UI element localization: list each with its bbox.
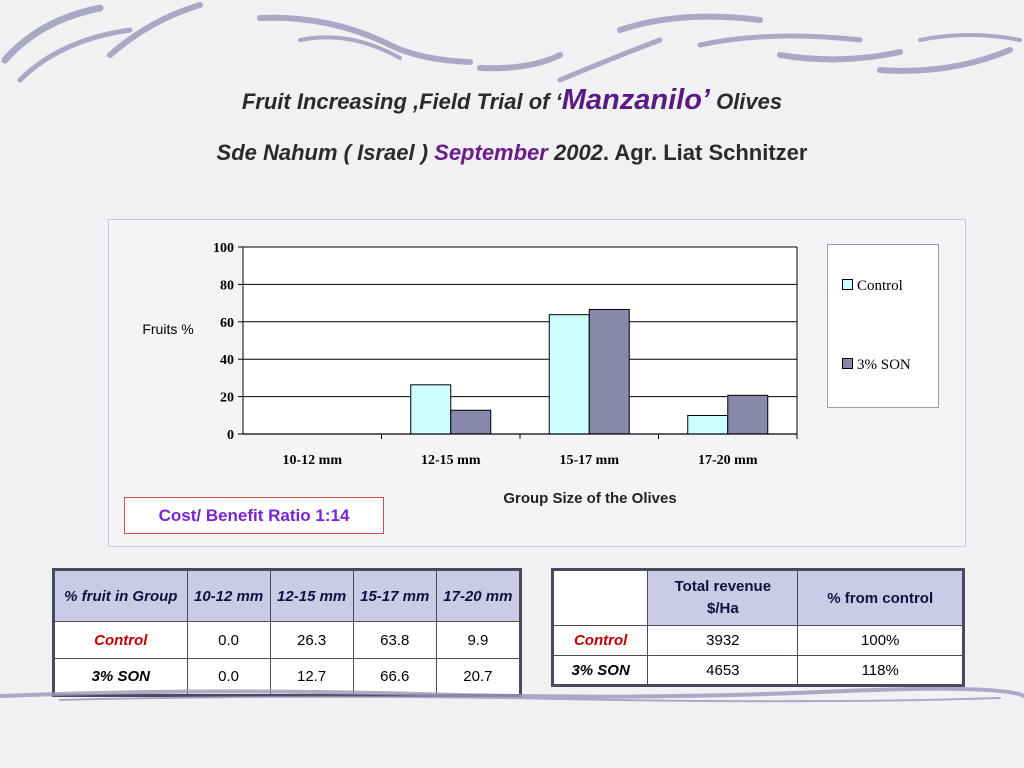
title-author: . Agr. Liat Schnitzer — [602, 140, 808, 165]
title-line-1: Fruit Increasing ,Field Trial of ‘Manzan… — [0, 84, 1024, 117]
legend-label-control: Control — [857, 278, 903, 294]
bar-control-3 — [687, 414, 729, 435]
table-header-cell: 15-17 mm — [352, 569, 437, 622]
table-header-cell: Total revenue $/Ha — [647, 569, 799, 626]
x-tick-label: 17-20 mm — [698, 453, 758, 468]
fruit-percentage-table: % fruit in Group 10-12 mm 12-15 mm 15-17… — [52, 568, 522, 697]
table-header-cell: 10-12 mm — [186, 569, 271, 622]
bar-control-1 — [410, 384, 452, 435]
y-tick-label: 20 — [220, 391, 234, 406]
table-cell: 66.6 — [352, 658, 437, 696]
table-header-cell: % from control — [797, 569, 964, 626]
x-axis-label: Group Size of the Olives — [503, 490, 676, 507]
legend-item-son: 3% SON — [842, 357, 911, 374]
x-tick-label: 15-17 mm — [560, 453, 620, 468]
title-suffix: Olives — [709, 89, 783, 114]
table-corner-cell — [551, 569, 649, 626]
x-tick-label: 10-12 mm — [283, 453, 343, 468]
y-tick-label: 40 — [220, 353, 234, 368]
table-cell: 20.7 — [435, 658, 522, 696]
plot-area — [243, 247, 797, 434]
table-header-cell: 17-20 mm — [435, 569, 522, 622]
legend-swatch-control — [842, 279, 853, 290]
row-label-control: Control — [53, 621, 188, 659]
row-label-son: 3% SON — [551, 655, 649, 686]
table-cell: 0.0 — [186, 621, 271, 659]
bar-son-3 — [727, 394, 769, 435]
chart-panel: 0 20 40 60 80 100 10-12 mm 12-15 mm 15-17 mm 17-2… — [108, 219, 966, 547]
table-row: Control 0.0 26.3 63.8 9.9 — [53, 621, 522, 659]
y-tick-label: 100 — [213, 241, 234, 256]
title-location: Sde Nahum ( Israel ) — [216, 140, 435, 165]
table-header-row: Total revenue $/Ha % from control — [551, 569, 964, 626]
bars — [410, 308, 769, 435]
table-cell: 4653 — [647, 655, 799, 686]
chart-legend: Control 3% SON — [827, 244, 939, 408]
bar-son-2 — [588, 308, 630, 435]
y-tick-label: 0 — [227, 428, 234, 443]
title-prefix: Fruit Increasing ,Field Trial of ‘ — [241, 89, 562, 114]
table-cell: 63.8 — [352, 621, 437, 659]
table-cell: 118% — [797, 655, 964, 686]
bar-control-2 — [548, 314, 590, 435]
table-cell: 26.3 — [269, 621, 354, 659]
table-cell: 9.9 — [435, 621, 522, 659]
table-row: 3% SON 4653 118% — [551, 655, 964, 686]
title-line-2: Sde Nahum ( Israel ) September 2002. Agr… — [0, 140, 1024, 166]
table-header-row: % fruit in Group 10-12 mm 12-15 mm 15-17… — [53, 569, 522, 622]
row-label-control: Control — [551, 625, 649, 656]
revenue-table: Total revenue $/Ha % from control Contro… — [551, 568, 965, 687]
decorative-brush-strokes-top — [1, 2, 1022, 83]
x-tick-label: 12-15 mm — [421, 453, 481, 468]
bar-son-1 — [450, 409, 492, 435]
axes: 0 20 40 60 80 100 10-12 mm 12-15 mm 15-17 mm 17-2… — [213, 241, 798, 468]
title-month: September — [434, 140, 548, 165]
table-cell: 3932 — [647, 625, 799, 656]
legend-label-son: 3% SON — [857, 357, 911, 373]
row-label-son: 3% SON — [53, 658, 188, 696]
table-cell: 100% — [797, 625, 964, 656]
cost-benefit-ratio: Cost/ Benefit Ratio 1:14 — [124, 497, 384, 534]
y-tick-label: 80 — [220, 278, 234, 293]
legend-item-control: Control — [842, 278, 903, 295]
table-row: 3% SON 0.0 12.7 66.6 20.7 — [53, 658, 522, 696]
table-cell: 12.7 — [269, 658, 354, 696]
legend-swatch-son — [842, 358, 853, 369]
title-variety: Manzanilo’ — [561, 84, 710, 116]
grid-lines — [243, 246, 797, 435]
table-header-cell: 12-15 mm — [269, 569, 354, 622]
y-axis-label: Fruits % — [142, 321, 193, 337]
bar-chart: 0 20 40 60 80 100 10-12 mm 12-15 mm 15-17 mm 17-2… — [142, 241, 798, 507]
y-tick-label: 60 — [220, 316, 234, 331]
table-cell: 0.0 — [186, 658, 271, 696]
table-row: Control 3932 100% — [551, 625, 964, 656]
table-header-cell: % fruit in Group — [53, 569, 188, 622]
title-year: 2002 — [547, 140, 603, 165]
